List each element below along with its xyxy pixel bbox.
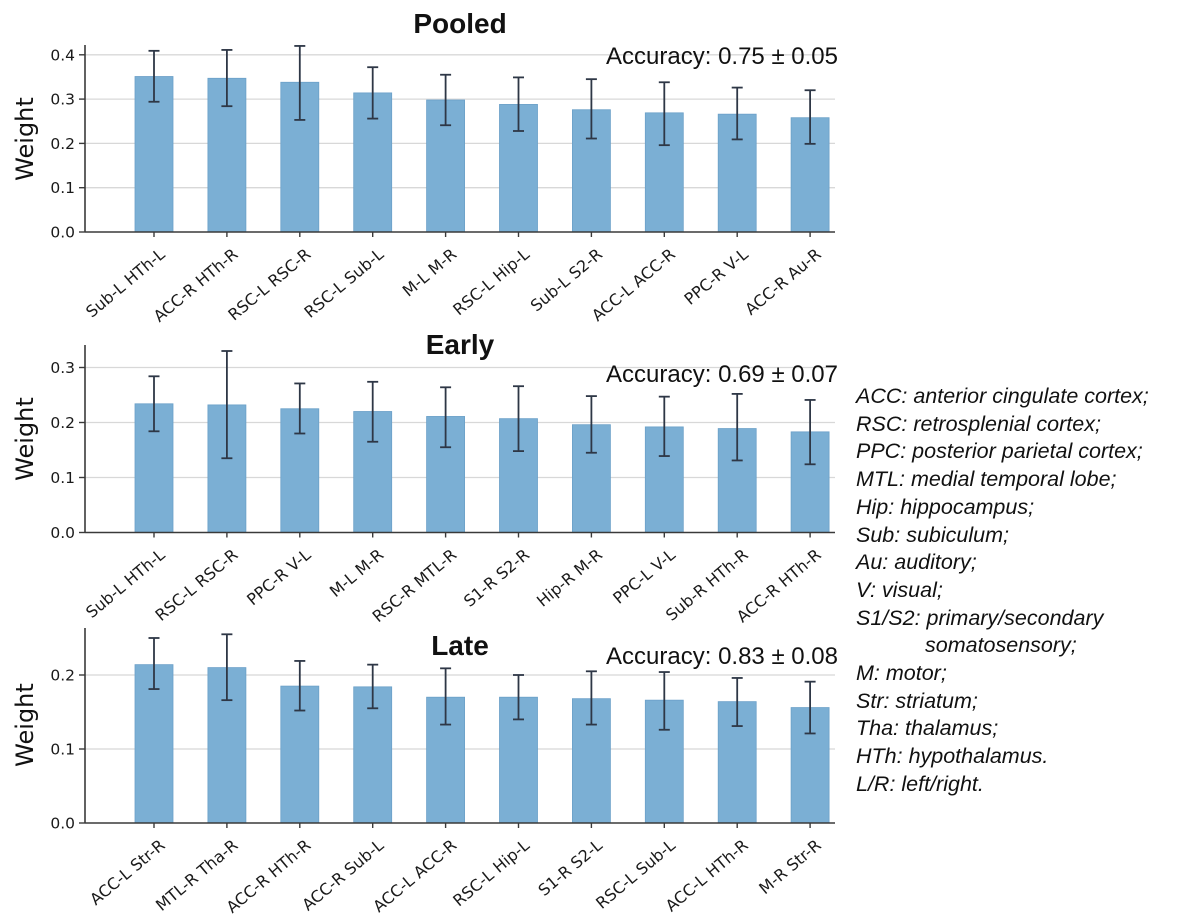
x-tick-label: M-L M-R: [326, 545, 387, 601]
x-tick-label: PPC-L V-L: [609, 545, 679, 608]
y-tick-label: 0.3: [50, 91, 75, 109]
x-tick-label: M-R Str-R: [755, 836, 824, 899]
x-tick-label: RSC-L Hip-L: [449, 835, 533, 910]
legend-line: HTh: hypothalamus.: [856, 744, 1049, 769]
y-tick-label: 0.1: [50, 741, 75, 759]
x-tick-label: PPC-R V-L: [243, 545, 314, 609]
legend-line: Au: auditory;: [856, 550, 977, 575]
legend-line: Tha: thalamus;: [856, 716, 999, 741]
y-tick-label: 0.2: [50, 414, 75, 432]
legend-line: Hip: hippocampus;: [856, 494, 1035, 519]
bar: [134, 664, 174, 824]
legend-line: Sub: subiculum;: [856, 522, 1009, 547]
y-tick-label: 0.2: [50, 667, 75, 685]
x-tick-label: RSC-L Hip-L: [449, 244, 533, 319]
y-axis-label-pooled: Weight: [11, 97, 39, 181]
y-tick-label: 0.0: [50, 815, 75, 833]
x-tick-label: S1-R S2-R: [460, 545, 533, 611]
legend-line: M: motor;: [856, 661, 947, 686]
y-axis-label-early: Weight: [11, 397, 39, 481]
x-tick-label: ACC-R Au-R: [741, 245, 824, 319]
y-tick-label: 0.0: [50, 524, 75, 542]
y-axis-label-late: Weight: [11, 683, 39, 767]
x-tick-label: Hip-R M-R: [533, 545, 606, 611]
legend-line: V: visual;: [856, 577, 943, 602]
legend-line: ACC: anterior cingulate cortex;: [856, 384, 1149, 408]
y-tick-label: 0.1: [50, 179, 75, 197]
legend-line: S1/S2: primary/secondary: [856, 605, 1104, 630]
legend-line: PPC: posterior parietal cortex;: [856, 439, 1143, 464]
chart-title-late: Late: [431, 630, 489, 661]
chart-title-early: Early: [425, 329, 495, 360]
legend-line: L/R: left/right.: [856, 771, 984, 796]
chart-title-pooled: Pooled: [413, 8, 507, 39]
x-tick-label: S1-R S2-L: [535, 835, 607, 899]
x-tick-label: M-L M-R: [399, 245, 460, 301]
legend-line: somatosensory;: [925, 633, 1077, 658]
legend-line: RSC: retrosplenial cortex;: [856, 411, 1101, 436]
x-tick-label: PPC-R V-L: [680, 244, 751, 308]
y-tick-label: 0.3: [50, 359, 75, 377]
accuracy-annotation-pooled: Accuracy: 0.75 ± 0.05: [606, 43, 838, 70]
accuracy-annotation-late: Accuracy: 0.83 ± 0.08: [606, 643, 838, 670]
abbreviation-legend: ACC: anterior cingulate cortex; RSC: retr…: [856, 383, 1185, 799]
legend-line: MTL: medial temporal lobe;: [856, 467, 1117, 492]
legend-line: Str: striatum;: [856, 688, 978, 713]
y-tick-label: 0.1: [50, 469, 75, 487]
y-tick-label: 0.0: [50, 224, 75, 242]
accuracy-annotation-early: Accuracy: 0.69 ± 0.07: [606, 361, 838, 388]
y-tick-label: 0.2: [50, 135, 75, 153]
x-tick-label: RSC-L Sub-L: [300, 244, 387, 321]
y-tick-label: 0.4: [50, 46, 75, 64]
